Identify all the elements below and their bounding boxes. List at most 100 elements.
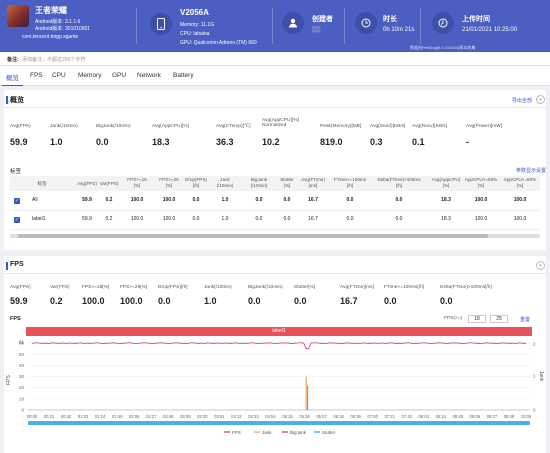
table-header-cell: AppCPU>=80% [%] bbox=[503, 177, 537, 188]
table-cell: 100.0 bbox=[513, 216, 527, 222]
x-tick-label: 03:09 bbox=[180, 414, 191, 419]
upload-time-icon bbox=[432, 12, 454, 34]
table-cell: 0.2 bbox=[105, 216, 113, 222]
table-header-cell: AppCPU>=60% [%] bbox=[464, 177, 498, 188]
x-tick-label: 07:42 bbox=[402, 414, 413, 419]
tab-gpu[interactable]: GPU bbox=[112, 72, 127, 79]
x-tick-label: 10:09 bbox=[521, 414, 532, 419]
table-cell: 59.9 bbox=[82, 197, 92, 203]
table-cell: 0.0 bbox=[192, 216, 200, 222]
upload-time-label: 上传时间 bbox=[462, 16, 490, 23]
x-tick-label: 00:21 bbox=[44, 414, 55, 419]
fps-metric-label: BigJank(/10min) bbox=[248, 285, 283, 290]
y-tick-label: 30 bbox=[19, 374, 25, 379]
note-input[interactable]: 添加备注，不超过200个字符 bbox=[22, 57, 86, 63]
table-cell: 100.0 bbox=[130, 216, 144, 222]
duration-value: 0h 10m 21s bbox=[383, 27, 415, 33]
param-settings-link[interactable]: 参数显示设置 bbox=[516, 168, 547, 174]
tab-battery[interactable]: Battery bbox=[173, 72, 194, 79]
tab-memory[interactable]: Memory bbox=[78, 72, 102, 79]
android-version-code: Android版本: 301010601 bbox=[35, 26, 91, 32]
fps-metric-label: Stutter[%] bbox=[294, 285, 316, 290]
row-checkbox[interactable]: ✓ bbox=[14, 198, 20, 204]
overview-title: 概览 bbox=[6, 96, 24, 104]
table-cell: 1.0 bbox=[221, 197, 229, 203]
collapse-fps-icon[interactable]: ⌄ bbox=[536, 261, 545, 270]
device-cpu: CPU: lahaina bbox=[180, 31, 210, 37]
fps-filter-label: FPS(>=) bbox=[444, 316, 463, 321]
overview-metric-label: Avg(Recv)[KB/s] bbox=[412, 124, 448, 129]
x-tick-label: 06:18 bbox=[333, 414, 344, 419]
overview-metric-label: Avg(FPS) bbox=[10, 124, 31, 129]
table-cell: 0.0 bbox=[255, 197, 263, 203]
x-tick-label: 04:33 bbox=[248, 414, 259, 419]
x-tick-label: 09:48 bbox=[504, 414, 515, 419]
collapse-overview-icon[interactable]: ⌄ bbox=[536, 95, 545, 104]
overview-panel: 概览 导出全部 ⌄ Avg(FPS) 59.9 Jank(/10min) 1.0 Big… bbox=[4, 90, 546, 250]
x-tick-label: 09:27 bbox=[487, 414, 498, 419]
x-tick-label: 02:48 bbox=[163, 414, 174, 419]
table-header-cell: Drop(FPS) [/h] bbox=[185, 177, 207, 188]
fps-metric-value: 100.0 bbox=[82, 296, 105, 306]
overview-metric-value: 0.0 bbox=[96, 137, 109, 147]
table-header-cell: BigJank (/10min) bbox=[250, 177, 268, 188]
overview-metric-label: Avg(CTemp)[℃] bbox=[216, 124, 251, 129]
fps-filter-b[interactable]: 25 bbox=[490, 315, 508, 323]
overview-metric-value: 18.3 bbox=[152, 137, 170, 147]
fps-chart-title: FPS bbox=[10, 316, 21, 322]
x-tick-label: 00:42 bbox=[61, 414, 72, 419]
legend-label: Jank bbox=[262, 430, 272, 435]
x-tick-label: 04:54 bbox=[265, 414, 276, 419]
fps-metric-value: 0.0 bbox=[294, 296, 307, 306]
fps-metric-value: 0.2 bbox=[50, 296, 63, 306]
fps-metric-label: Drop(FPS)[/h] bbox=[158, 285, 188, 290]
overview-metric-label: BigJank(/10min) bbox=[96, 124, 131, 129]
app-icon bbox=[7, 5, 29, 27]
table-header-cell: FPS>=18 [%] bbox=[127, 177, 147, 188]
overview-metric-value: 0.1 bbox=[412, 137, 425, 147]
x-tick-label: 08:03 bbox=[419, 414, 430, 419]
report-header: 王者荣耀 Android版本: 3.1.1.6 Android版本: 30101… bbox=[0, 0, 550, 52]
legend-label: BigJank bbox=[290, 430, 307, 435]
table-cell: 100.0 bbox=[162, 197, 176, 203]
upload-time-value: 21/01/2021 10:25:00 bbox=[462, 27, 518, 33]
row-checkbox[interactable]: ✓ bbox=[14, 217, 20, 223]
perfdog-version: 数据由PerfDog(5.0.210104)版本收集 bbox=[410, 45, 476, 50]
x-tick-label: 05:15 bbox=[282, 414, 293, 419]
overview-metric-value: 36.3 bbox=[216, 137, 234, 147]
y-tick-label: 20 bbox=[19, 385, 25, 390]
fps-metric-label: FPS>=25[%] bbox=[120, 285, 148, 290]
tab-overview[interactable]: 概览 bbox=[2, 69, 23, 86]
fps-metric-value: 16.7 bbox=[340, 296, 358, 306]
y-right-axis-title: Jank bbox=[538, 371, 544, 382]
tab-network[interactable]: Network bbox=[137, 72, 161, 79]
x-tick-label: 09:06 bbox=[470, 414, 481, 419]
fps-filter-a[interactable]: 18 bbox=[468, 315, 486, 323]
legend-label: FPS bbox=[232, 430, 241, 435]
x-tick-label: 08:45 bbox=[453, 414, 464, 419]
tab-fps[interactable]: FPS bbox=[30, 72, 43, 79]
x-tick-label: 00:00 bbox=[27, 414, 38, 419]
app-name: 王者荣耀 bbox=[35, 6, 67, 15]
reset-link[interactable]: 重置 bbox=[520, 317, 531, 323]
table-cell: 0.0 bbox=[192, 197, 200, 203]
tab-cpu[interactable]: CPU bbox=[52, 72, 66, 79]
fps-metric-value: 100.0 bbox=[120, 296, 143, 306]
overview-metric-value: 10.2 bbox=[262, 137, 280, 147]
export-all-link[interactable]: 导出全部 bbox=[512, 98, 533, 104]
table-cell: 18.3 bbox=[441, 216, 451, 222]
label-range-bar[interactable]: label1 bbox=[26, 327, 532, 336]
y-tick-label: 10 bbox=[19, 396, 25, 401]
overview-metric-value: 819.0 bbox=[320, 137, 343, 147]
duration-label: 时长 bbox=[383, 16, 397, 23]
fps-panel: FPS ⌄ Avg(FPS) 59.9 Var(FPS) 0.2 FPS>=18[%] 1… bbox=[4, 256, 546, 453]
table-header-cell: Avg(AppCPU) [%] bbox=[431, 177, 461, 188]
note-label: 备注: bbox=[7, 57, 19, 63]
fps-series-line bbox=[31, 342, 526, 350]
x-tick-label: 05:57 bbox=[316, 414, 327, 419]
table-scroll-thumb[interactable] bbox=[18, 234, 488, 238]
table-cell: 18.3 bbox=[441, 197, 451, 203]
x-tick-label: 02:27 bbox=[146, 414, 157, 419]
overview-metric-label: Jank(/10min) bbox=[50, 124, 78, 129]
package-name: com.tencent.tmgp.sgame bbox=[22, 34, 79, 40]
